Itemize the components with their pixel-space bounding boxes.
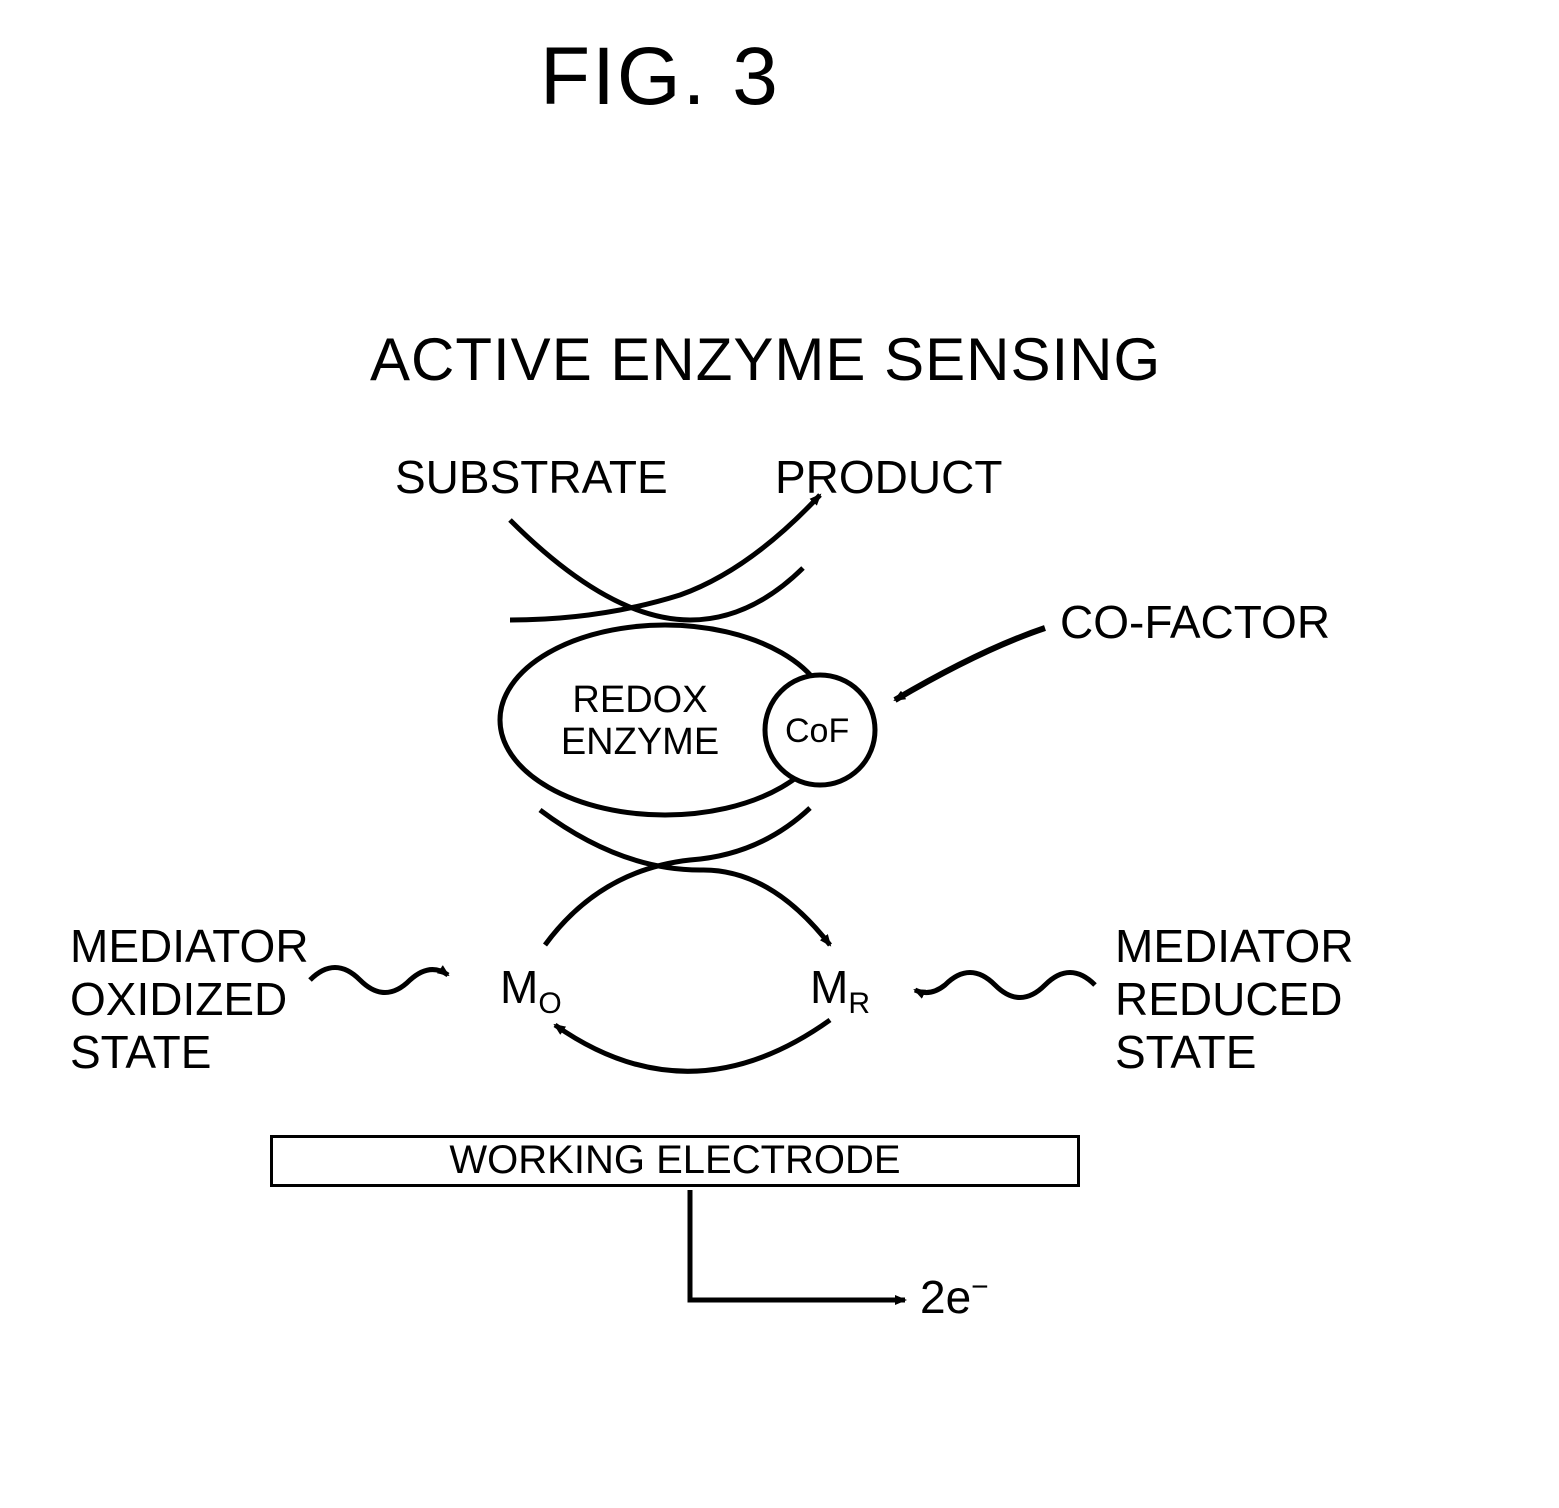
working-electrode-text: WORKING ELECTRODE: [449, 1138, 900, 1182]
redox-enzyme-label: REDOX ENZYME: [555, 680, 725, 764]
cof-text: CoF: [785, 712, 849, 751]
electron-label: 2e−: [920, 1270, 989, 1324]
electron-sup: −: [971, 1271, 989, 1304]
diagram-svg: [0, 0, 1559, 1508]
mr-prefix: M: [810, 961, 848, 1013]
mo-label: MO: [500, 960, 562, 1021]
electron-prefix: 2e: [920, 1271, 971, 1323]
mr-sub: R: [848, 987, 870, 1020]
mo-prefix: M: [500, 961, 538, 1013]
redox-enzyme-text: REDOX ENZYME: [561, 679, 719, 763]
working-electrode: WORKING ELECTRODE: [270, 1135, 1080, 1187]
mo-sub: O: [538, 987, 561, 1020]
figure-canvas: FIG. 3 ACTIVE ENZYME SENSING SUBSTRATE P…: [0, 0, 1559, 1508]
mr-label: MR: [810, 960, 870, 1021]
